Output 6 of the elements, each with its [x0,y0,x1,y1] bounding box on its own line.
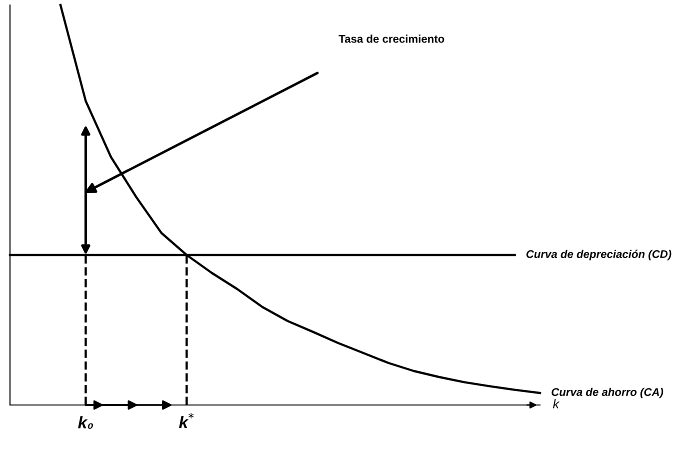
series-label: Curva de depreciación (CD) [526,250,672,260]
x-axis-title: k [552,399,560,408]
annotation: Tasa de crecimiento [338,34,444,43]
series-label: Curva de ahorro (CA) [552,388,664,398]
x-tick-label: k₀ [78,416,94,429]
x-tick-label: k$^{*}$ [179,413,194,428]
